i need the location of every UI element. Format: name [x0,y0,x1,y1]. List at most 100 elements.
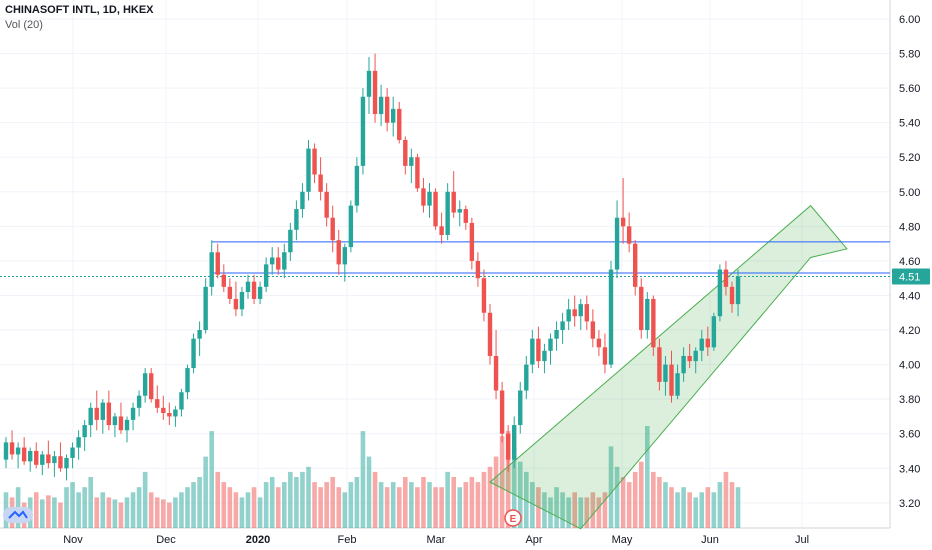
volume-bar [70,482,75,528]
volume-bar [179,492,184,528]
candle-body [554,330,559,339]
candle-body [324,191,329,218]
candle-body [711,316,717,348]
volume-bar [687,492,692,528]
volume-bar [415,487,420,528]
volume-bar [427,482,432,528]
y-tick-label: 5.60 [899,83,920,95]
candle-body [548,338,553,351]
volume-bar [300,471,305,528]
candle-body [354,165,360,206]
candle-body [15,447,21,455]
volume-bar [118,502,124,528]
candle-body [100,402,105,420]
candle-body [590,321,596,339]
candle-body [52,456,57,464]
candle-body [185,368,190,393]
volume-bar [554,487,559,528]
earnings-marker-label: E [510,514,517,525]
candle-body [179,392,184,410]
candle-body [34,451,39,465]
candle-body [64,457,69,469]
candle-body [608,269,614,365]
candle-body [409,157,414,166]
x-tick-label: May [612,534,633,546]
candle-body [433,191,438,227]
volume-bar [197,477,202,528]
candle-body [645,298,650,331]
volume-bar [33,492,39,528]
volume-bar [517,461,523,528]
volume-bar [348,482,354,528]
volume-bar [711,492,717,528]
volume-bar [390,482,396,528]
grid-lines [0,0,890,528]
volume-bar [191,482,196,528]
candle-body [705,338,710,348]
candle-body [675,373,680,396]
volume-bar [161,499,166,528]
candle-body [46,454,51,464]
volume-bar [378,482,384,528]
volume-bar [463,482,469,528]
candle-body [197,330,202,339]
candle-body [336,240,341,265]
volume-bar [584,497,590,528]
volume-bar [167,502,172,528]
volume-bar [481,471,487,528]
volume-bar [239,497,245,528]
candle-body [469,222,475,261]
candle-body [130,407,136,420]
volume-bar [475,482,481,528]
volume-bar [681,487,686,528]
volume-bar [566,497,571,528]
candle-body [524,364,529,391]
candle-body [717,269,723,317]
candle-body [542,350,547,362]
y-tick-label: 3.20 [899,498,920,510]
y-tick-label: 5.80 [899,49,920,61]
candle-body [530,338,535,365]
volume-bar [493,456,499,528]
x-axis-background [0,528,932,550]
volume-bar [282,482,287,528]
x-tick-label: Mar [427,534,446,546]
volume-bar [215,471,221,528]
candle-body [427,191,432,206]
volume-bar [693,497,698,528]
volume-bar [608,446,614,528]
candle-body [366,70,372,97]
volume-bar [457,487,463,528]
candle-body [384,96,390,123]
volume-bar [699,492,705,528]
candle-body [221,274,226,287]
volume-bar [324,482,329,528]
last-price-badge [892,268,930,285]
candle-body [348,205,354,248]
volume-bar [469,477,475,528]
earnings-marker[interactable]: E [504,509,522,527]
tradingview-logo-icon[interactable] [3,507,33,523]
volume-bar [124,497,130,528]
x-tick-label: Jun [701,534,719,546]
volume-bar [58,502,63,528]
candle-body [475,260,481,279]
candle-body [342,247,347,265]
x-tick-label: Apr [525,534,542,546]
candle-body [620,217,626,227]
candle-body [3,442,9,460]
candle-body [70,447,75,458]
candle-body [499,390,505,434]
candle-body [463,209,468,223]
x-tick-label: 2020 [246,534,270,546]
trend-channel[interactable] [489,204,848,530]
y-tick-label: 3.60 [899,429,920,441]
horizontal-levels[interactable] [0,241,890,277]
candle-body [663,364,668,382]
candle-body [276,257,281,270]
volume-bar [173,497,178,528]
candle-body [669,364,674,396]
volume-label: Vol (20) [5,19,43,31]
candle-body [614,217,620,270]
